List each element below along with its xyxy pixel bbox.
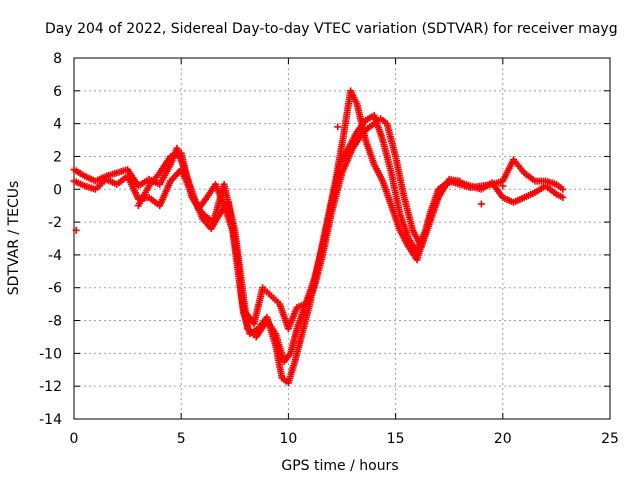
data-point [72,226,80,234]
x-axis-label: GPS time / hours [281,458,398,474]
chart-title: Day 204 of 2022, Sidereal Day-to-day VTE… [45,21,618,37]
x-tick-label: 0 [70,431,79,447]
y-tick-label: -14 [39,412,62,428]
data-points [70,87,567,387]
y-tick-label: -6 [48,281,62,297]
y-axis-label: SDTVAR / TECUs [6,181,22,296]
y-tick-label: -8 [48,314,62,330]
y-tick-label: 8 [53,51,62,67]
x-tick-labels: 0 5 10 15 20 25 [70,431,619,447]
data-point [499,182,507,190]
data-point [477,200,485,208]
x-tick-label: 10 [279,431,297,447]
y-tick-label: -4 [48,248,62,264]
y-tick-label: 2 [53,149,62,165]
data-point [559,185,567,193]
x-tick-label: 20 [494,431,512,447]
y-tick-label: -2 [48,215,62,231]
y-tick-label: 4 [53,117,62,133]
x-tick-label: 15 [387,431,405,447]
x-tick-label: 5 [177,431,186,447]
y-tick-label: 6 [53,84,62,100]
y-tick-label: -10 [39,346,62,362]
data-point [334,123,342,131]
axis-ticks [73,57,611,420]
data-point [559,193,567,201]
x-tick-label: 25 [601,431,619,447]
data-point [456,177,464,185]
y-tick-label: 0 [53,182,62,198]
grid-lines [74,58,610,419]
plot-frame [73,57,611,420]
y-tick-labels: -14 -12 -10 -8 -6 -4 -2 0 2 4 6 8 [39,51,62,428]
y-tick-label: -12 [39,379,62,395]
